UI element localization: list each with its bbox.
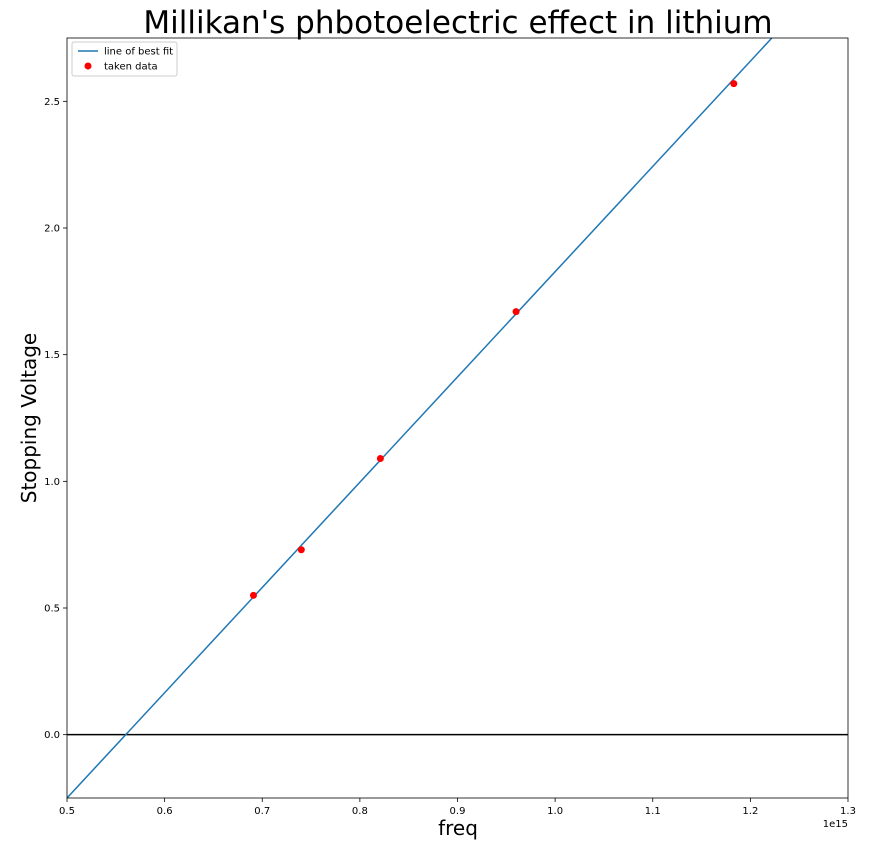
legend-marker-swatch xyxy=(84,62,92,70)
data-point-2 xyxy=(376,455,384,463)
x-axis-label: freq xyxy=(438,816,478,840)
x-tick-label-6: 1.1 xyxy=(645,806,661,817)
x-tick-label-0: 0.5 xyxy=(59,806,75,817)
plot-area xyxy=(67,38,848,798)
x-axis-offset-label: 1e15 xyxy=(823,819,848,830)
x-tick-label-7: 1.2 xyxy=(742,806,758,817)
data-point-3 xyxy=(512,308,520,316)
y-tick-label-1: 0.5 xyxy=(44,604,60,615)
y-axis-label: Stopping Voltage xyxy=(17,333,41,503)
plot-content xyxy=(67,38,848,798)
series-line-best-fit xyxy=(67,38,773,798)
x-tick-label-8: 1.3 xyxy=(840,806,856,817)
x-tick-label-2: 0.7 xyxy=(254,806,270,817)
x-tick-label-4: 0.9 xyxy=(450,806,466,817)
y-tick-label-5: 2.5 xyxy=(44,97,60,108)
x-tick-label-5: 1.0 xyxy=(547,806,563,817)
data-point-4 xyxy=(730,80,738,88)
legend-box xyxy=(71,41,178,77)
y-tick-label-0: 0.0 xyxy=(44,730,60,741)
x-tick-label-3: 0.8 xyxy=(352,806,368,817)
data-point-1 xyxy=(297,546,305,554)
x-tick-label-1: 0.6 xyxy=(157,806,173,817)
y-tick-label-4: 2.0 xyxy=(44,224,60,235)
legend: line of best fit taken data xyxy=(71,41,178,77)
legend-label-1: taken data xyxy=(104,62,158,73)
y-tick-label-2: 1.0 xyxy=(44,477,60,488)
chart-title: Millikan's phbotoelectric effect in lith… xyxy=(143,5,772,41)
axes: 0.5 0.6 0.7 0.8 0.9 1.0 1.1 1.2 1.3 0.0 0.5 1.0 1.5 2… xyxy=(44,37,856,817)
y-tick-label-3: 1.5 xyxy=(44,350,60,361)
plot-frame xyxy=(66,37,849,799)
legend-label-0: line of best fit xyxy=(104,47,173,58)
data-point-0 xyxy=(249,591,257,599)
